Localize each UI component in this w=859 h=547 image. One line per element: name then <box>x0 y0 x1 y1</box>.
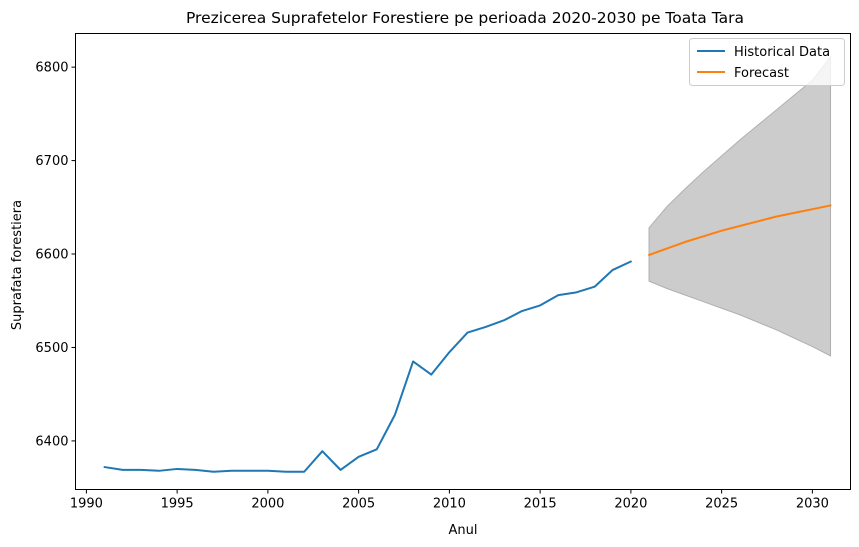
confidence-band <box>648 55 832 357</box>
y-tick-label: 6800 <box>35 61 68 76</box>
y-tick-label: 6600 <box>35 248 68 263</box>
x-axis-label: Anul <box>449 523 478 538</box>
legend-label-forecast: Forecast <box>734 66 789 81</box>
series-line-historical-data <box>103 260 632 473</box>
confidence-band-layer <box>648 55 832 357</box>
x-tick-label: 1990 <box>70 497 103 512</box>
y-tick-label: 6400 <box>35 434 68 449</box>
plot-frame <box>75 33 851 490</box>
y-tick-label: 6700 <box>35 154 68 169</box>
series-line-forecast <box>648 204 832 256</box>
y-axis-label: Suprafata forestiera <box>10 200 25 330</box>
x-tick-label: 2010 <box>433 497 466 512</box>
legend-box <box>689 38 845 86</box>
chart-title: Prezicerea Suprafetelor Forestiere pe pe… <box>186 9 744 27</box>
x-tick-label: 1995 <box>161 497 194 512</box>
legend-label-historical: Historical Data <box>734 45 830 60</box>
x-tick-label: 2025 <box>705 497 738 512</box>
x-tick-label: 2020 <box>614 497 647 512</box>
series-layer <box>103 204 832 473</box>
x-tick-label: 2005 <box>342 497 375 512</box>
x-tick-label: 2015 <box>524 497 557 512</box>
x-tick-label: 2000 <box>251 497 284 512</box>
legend: Historical Data Forecast <box>689 38 845 86</box>
tick-layer: 1990 1995 2000 2005 2010 2015 2020 2025 2030 6400… <box>35 61 829 512</box>
x-tick-label: 2030 <box>796 497 829 512</box>
y-tick-label: 6500 <box>35 341 68 356</box>
